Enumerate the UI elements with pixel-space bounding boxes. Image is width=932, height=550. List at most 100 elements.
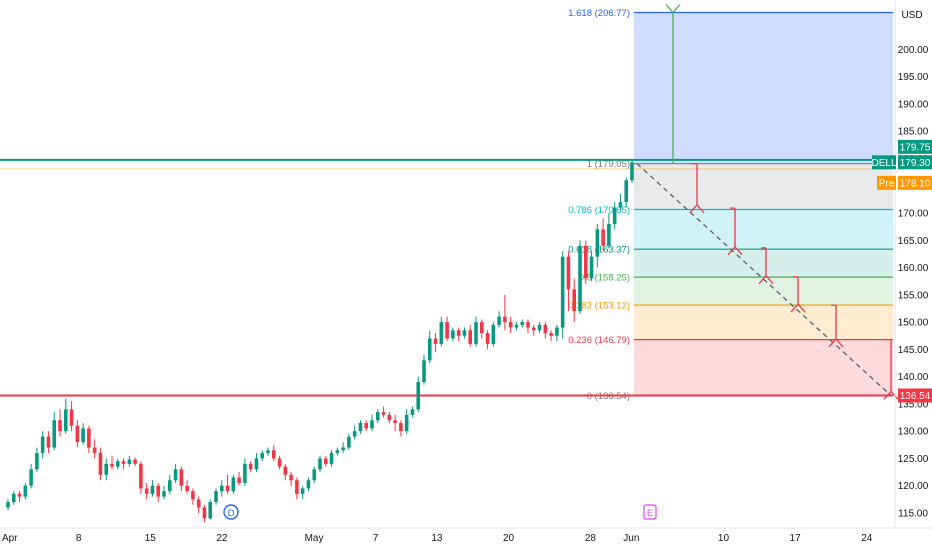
- time-axis-tick-17: 17: [790, 533, 802, 544]
- price-axis-tick: 125.00: [898, 454, 929, 465]
- horizontal-lines[interactable]: [0, 158, 893, 397]
- candle-body: [98, 452, 103, 475]
- candle-body: [456, 330, 461, 336]
- candle-body: [387, 414, 392, 421]
- price-tag-line-high-bg: [898, 139, 932, 154]
- dividend-marker[interactable]: [223, 504, 239, 520]
- candle-body: [451, 330, 455, 339]
- price-axis-tick: 140.00: [898, 372, 929, 383]
- candle-body: [248, 463, 253, 470]
- candle-body: [144, 488, 149, 494]
- candle-body: [399, 422, 403, 432]
- fib-zone-0.236: [634, 339, 893, 396]
- candle-body: [63, 409, 68, 432]
- time-axis-tick-8: 8: [76, 533, 82, 544]
- candle-body: [277, 458, 282, 467]
- candle-body: [566, 256, 571, 290]
- candle-body: [543, 324, 548, 334]
- price-axis-tick: 115.00: [898, 508, 928, 519]
- time-axis-tick-Apr: Apr: [2, 533, 18, 544]
- candle-body: [289, 474, 293, 481]
- candle-body: [69, 409, 74, 426]
- fib-label-0.382: 0.382 (153.12): [568, 301, 630, 312]
- fib-label-1.618: 1.618 (206.77): [568, 8, 630, 19]
- price-axis-tick: 120.00: [898, 481, 929, 492]
- candle-body: [231, 477, 236, 492]
- candle-body: [173, 469, 178, 481]
- time-axis-tick-10: 10: [718, 533, 730, 544]
- time-axis[interactable]: Apr 8 15 22 May 7 13 20 28 Jun 10 17 24: [0, 527, 932, 544]
- candle-body: [347, 436, 351, 448]
- candle-body: [491, 324, 496, 344]
- time-axis-tick-Jun: Jun: [623, 533, 639, 544]
- candle-body: [254, 458, 259, 470]
- candle-body: [375, 412, 380, 421]
- candle-body: [214, 491, 218, 503]
- candle-body: [92, 447, 97, 453]
- candle-body: [410, 409, 415, 415]
- candle-body: [526, 322, 530, 328]
- candle-body: [624, 180, 629, 203]
- candle-body: [167, 480, 172, 492]
- candle-body: [630, 162, 634, 181]
- candle-body: [497, 316, 501, 325]
- candle-body: [121, 461, 126, 464]
- candle-body: [358, 422, 363, 432]
- candle-body: [329, 452, 334, 464]
- candle-body: [150, 485, 155, 494]
- candle-body: [202, 507, 207, 519]
- candle-body: [127, 459, 132, 464]
- candle-body: [335, 450, 340, 453]
- candle-body: [422, 360, 426, 383]
- candle-body: [58, 420, 62, 432]
- candle-body: [196, 499, 201, 508]
- candle-body: [560, 256, 565, 328]
- price-tag-last-text: 179.30: [900, 158, 931, 169]
- fib-zone-0.5: [634, 277, 893, 306]
- candle-body: [110, 463, 114, 467]
- candle-body: [115, 461, 120, 467]
- time-axis-tick-28: 28: [585, 533, 597, 544]
- arrow-down-3-head: [758, 274, 774, 285]
- candle-body: [607, 223, 611, 246]
- candlesticks: [6, 159, 634, 523]
- candle-body: [341, 447, 345, 451]
- candle-body: [537, 324, 542, 331]
- arrow-down-5-head: [828, 338, 844, 348]
- candle-body: [11, 493, 16, 503]
- fib-zone-0.382: [634, 305, 893, 340]
- price-tag-pre-name-bg: [877, 175, 896, 190]
- candle-body: [179, 469, 184, 486]
- currency-label[interactable]: USD: [901, 10, 922, 21]
- arrow-down-6-head: [883, 390, 899, 400]
- candle-body: [618, 202, 623, 208]
- candle-body: [266, 450, 270, 453]
- price-axis-tick: 165.00: [898, 236, 929, 247]
- candle-body: [87, 428, 91, 448]
- candle-body: [156, 485, 161, 497]
- price-axis[interactable]: USD 115.00 120.00 125.00 130.00 135.00 140.00 1…: [894, 0, 929, 528]
- candle-body: [185, 485, 189, 492]
- price-tag-pre-value-bg: [898, 175, 932, 190]
- candle-body: [393, 420, 397, 423]
- candle-body: [17, 493, 22, 497]
- candle-body: [312, 469, 317, 481]
- fib-label-0.5: 0.5 (158.25): [579, 273, 630, 284]
- price-tag-symbol-text: DELL: [871, 158, 896, 169]
- candle-body: [243, 463, 247, 483]
- arrow-down-2-head: [727, 245, 743, 256]
- candle-body: [81, 428, 85, 443]
- price-axis-tick: 170.00: [898, 209, 929, 220]
- time-axis-tick-13: 13: [431, 533, 443, 544]
- arrow-up-target-head: [665, 4, 681, 14]
- candle-body: [474, 322, 478, 344]
- earnings-marker[interactable]: [643, 504, 657, 520]
- time-axis-tick-15: 15: [145, 533, 157, 544]
- candle-body: [612, 207, 617, 224]
- price-tag-last-bg: [898, 155, 932, 170]
- candle-body: [318, 458, 322, 470]
- price-tags: 179.75 DELL 179.30 Pre 178.10 136.54: [871, 139, 932, 403]
- candle-body: [23, 485, 28, 497]
